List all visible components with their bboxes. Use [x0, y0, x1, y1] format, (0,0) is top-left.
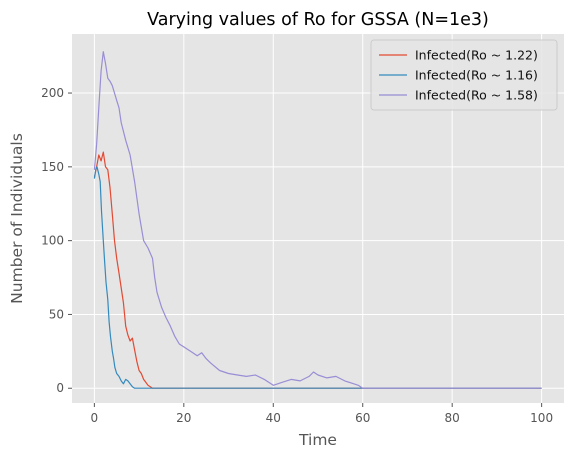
y-axis-label: Number of Individuals [8, 133, 26, 304]
legend-label: Infected(Ro ~ 1.22) [415, 48, 538, 63]
y-tick-label: 150 [41, 160, 64, 174]
legend-box [370, 39, 558, 111]
y-tick-label: 0 [56, 381, 64, 395]
series-line-3 [93, 51, 542, 389]
y-tick-label: 50 [49, 307, 64, 321]
legend-label: Infected(Ro ~ 1.58) [415, 88, 538, 103]
series-line-2 [93, 166, 542, 389]
series-layer [93, 51, 542, 389]
x-tick-label: 80 [445, 411, 460, 425]
y-tick-label: 100 [41, 234, 64, 248]
x-tick-label: 20 [176, 411, 191, 425]
ticks: 0 20 40 60 80 100 0 50 100 150 200 [41, 86, 553, 425]
x-tick-label: 100 [530, 411, 553, 425]
x-tick-label: 40 [266, 411, 281, 425]
x-tick-label: 0 [91, 411, 99, 425]
legend: Infected(Ro ~ 1.22) Infected(Ro ~ 1.16) In… [370, 39, 558, 111]
series-line-1 [93, 151, 542, 389]
y-tick-label: 200 [41, 86, 64, 100]
x-axis-label: Time [298, 431, 337, 449]
chart-title: Varying values of Ro for GSSA (N=1e3) [147, 10, 489, 30]
legend-label: Infected(Ro ~ 1.16) [415, 68, 538, 83]
x-tick-label: 60 [355, 411, 370, 425]
